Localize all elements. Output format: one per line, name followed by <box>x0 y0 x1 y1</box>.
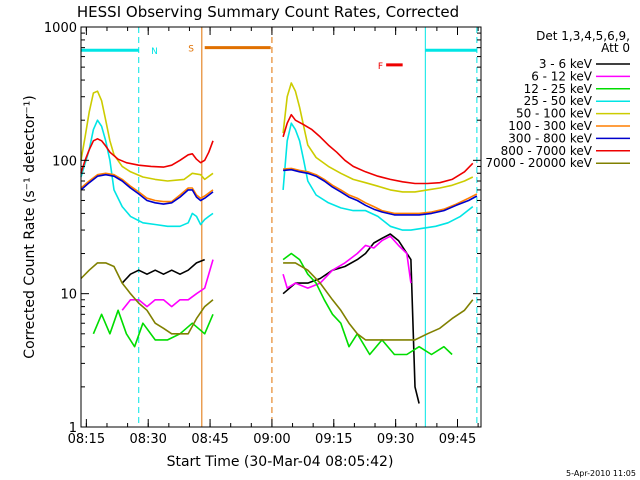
y-tick-label-3: 1000 <box>44 21 77 36</box>
legend-label-4: 50 - 100 keV <box>516 107 593 121</box>
y-tick-label-0: 1 <box>69 421 77 436</box>
series-line-5-1 <box>283 167 478 215</box>
series-line-1-0 <box>121 259 214 311</box>
legend-label-6: 300 - 800 keV <box>508 131 592 145</box>
plot-frame <box>80 26 482 428</box>
annotation-n: N <box>151 47 158 57</box>
annotation-s: S <box>188 45 194 55</box>
series-line-6-0 <box>80 173 214 205</box>
y-tick-label-1: 10 <box>60 288 77 303</box>
series-line-6-1 <box>283 168 478 216</box>
plot-area: N S F <box>80 27 478 427</box>
x-tick-label-2: 08:45 <box>191 432 228 447</box>
series-line-3-1 <box>282 122 474 231</box>
series-line-4-1 <box>282 82 474 193</box>
legend-label-8: 7000 - 20000 keV <box>485 156 592 170</box>
series-line-2-1 <box>282 252 453 356</box>
annotation-f: F <box>378 62 383 72</box>
series-line-0-0 <box>121 258 205 284</box>
legend-label-2: 12 - 25 keV <box>524 82 593 96</box>
chart-title: HESSI Observing Summary Count Rates, Cor… <box>77 3 459 21</box>
y-axis: 1 10 100 1000 <box>44 21 481 436</box>
x-axis: 08:15 08:30 08:45 09:00 09:15 09:30 09:45 <box>68 27 479 447</box>
series-line-1-1 <box>282 235 412 289</box>
x-tick-label-6: 09:45 <box>439 432 476 447</box>
y-tick-label-2: 100 <box>52 154 77 169</box>
x-tick-label-0: 08:15 <box>68 432 105 447</box>
series-line-4-0 <box>80 90 214 182</box>
series-line-7-1 <box>282 113 474 185</box>
x-tick-label-5: 09:30 <box>377 432 414 447</box>
legend-header-line1: Det 1,3,4,5,6,9, <box>536 29 630 43</box>
series-line-7-0 <box>80 138 214 174</box>
x-tick-label-4: 09:15 <box>315 432 352 447</box>
x-tick-label-1: 08:30 <box>129 432 166 447</box>
timestamp: 5-Apr-2010 11:05 <box>566 469 636 478</box>
series-line-8-1 <box>283 262 474 341</box>
x-tick-label-3: 09:00 <box>253 432 290 447</box>
legend-label-7: 800 - 7000 keV <box>501 144 593 158</box>
series-line-2-0 <box>92 309 214 348</box>
legend-label-1: 6 - 12 keV <box>531 69 593 83</box>
legend-label-0: 3 - 6 keV <box>539 57 593 71</box>
series-line-5-0 <box>80 172 214 203</box>
legend-label-5: 100 - 300 keV <box>508 119 592 133</box>
legend-header-line2: Att 0 <box>601 41 630 55</box>
y-axis-label: Corrected Count Rate (s⁻¹ detector⁻¹) <box>22 95 38 358</box>
x-axis-label: Start Time (30-Mar-04 08:05:42) <box>167 454 394 470</box>
series-line-3-0 <box>80 119 214 228</box>
legend-label-3: 25 - 50 keV <box>524 94 593 108</box>
series-line-8-0 <box>80 262 214 335</box>
